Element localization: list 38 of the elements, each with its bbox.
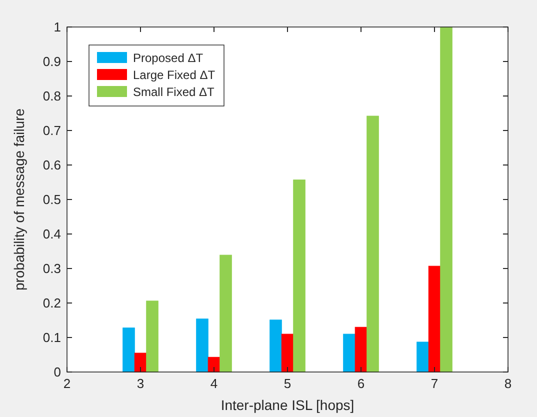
x-tick-label: 7 bbox=[430, 376, 438, 391]
bar bbox=[281, 334, 294, 372]
y-tick-label: 0.3 bbox=[42, 261, 61, 276]
x-tick-label: 8 bbox=[504, 376, 512, 391]
y-axis-title: probability of message failure bbox=[11, 108, 27, 291]
x-tick-label: 6 bbox=[357, 376, 365, 391]
y-tick-label: 0.7 bbox=[42, 123, 61, 138]
bar bbox=[354, 326, 368, 372]
bar bbox=[270, 320, 282, 372]
bar bbox=[366, 116, 379, 372]
bar bbox=[122, 328, 135, 372]
bar bbox=[343, 334, 356, 372]
y-tick-label: 0.8 bbox=[42, 88, 61, 104]
y-tick-label: 0.4 bbox=[42, 226, 61, 242]
bar bbox=[428, 266, 441, 372]
legend-label: Proposed ΔT bbox=[133, 51, 204, 65]
y-tick-label: 0.5 bbox=[42, 192, 61, 207]
bar bbox=[134, 352, 147, 372]
legend-label: Large Fixed ΔT bbox=[133, 68, 216, 82]
y-tick-label: 0.6 bbox=[42, 158, 61, 172]
y-tick-label: 0.2 bbox=[42, 296, 61, 310]
y-tick-label: 0 bbox=[54, 364, 61, 380]
bar bbox=[440, 26, 452, 372]
x-tick-label: 3 bbox=[136, 376, 144, 391]
x-tick-label: 5 bbox=[284, 376, 292, 391]
bar bbox=[416, 342, 429, 372]
bar bbox=[208, 356, 220, 372]
bar bbox=[220, 254, 232, 372]
x-axis-title: Inter-plane ISL [hops] bbox=[220, 397, 354, 413]
bar bbox=[146, 300, 158, 372]
bar bbox=[196, 318, 208, 372]
y-tick-label: 0.9 bbox=[42, 54, 61, 69]
y-tick-label: 1 bbox=[54, 20, 61, 34]
legend-label: Small Fixed ΔT bbox=[133, 85, 216, 99]
x-tick-label: 4 bbox=[210, 376, 218, 391]
x-tick-label: 2 bbox=[63, 376, 71, 391]
bar bbox=[293, 180, 306, 372]
y-tick-label: 0.1 bbox=[42, 330, 61, 345]
